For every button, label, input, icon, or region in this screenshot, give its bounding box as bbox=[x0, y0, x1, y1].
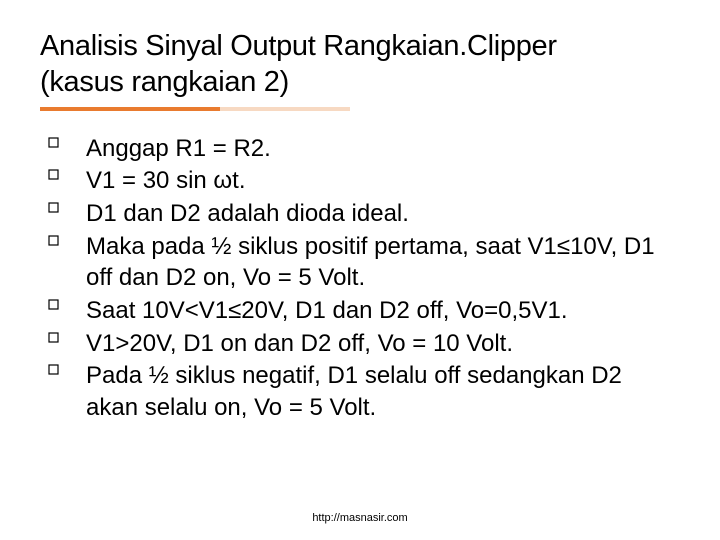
list-item: V1 = 30 sin ωt. bbox=[42, 165, 680, 197]
list-item: Pada ½ siklus negatif, D1 selalu off sed… bbox=[42, 360, 680, 423]
footer-url: http://masnasir.com bbox=[0, 512, 720, 524]
item-text: V1>20V, D1 on dan D2 off, Vo = 10 Volt. bbox=[86, 328, 680, 360]
list-item: Anggap R1 = R2. bbox=[42, 133, 680, 165]
square-bullet-icon bbox=[42, 231, 86, 246]
item-text: Maka pada ½ siklus positif pertama, saat… bbox=[86, 231, 680, 294]
title-line-1: Analisis Sinyal Output Rangkaian.Clipper bbox=[40, 30, 557, 62]
square-bullet-icon bbox=[42, 133, 86, 148]
list-item: Saat 10V<V1≤20V, D1 dan D2 off, Vo=0,5V1… bbox=[42, 295, 680, 327]
title-block: Analisis Sinyal Output Rangkaian.Clipper… bbox=[40, 28, 680, 111]
title-line-2: (kasus rangkaian 2) bbox=[40, 66, 289, 98]
bullet-list: Anggap R1 = R2. V1 = 30 sin ωt. D1 dan D… bbox=[40, 133, 680, 424]
item-text: Anggap R1 = R2. bbox=[86, 133, 680, 165]
square-bullet-icon bbox=[42, 295, 86, 310]
item-text: Pada ½ siklus negatif, D1 selalu off sed… bbox=[86, 360, 680, 423]
square-bullet-icon bbox=[42, 165, 86, 180]
list-item: D1 dan D2 adalah dioda ideal. bbox=[42, 198, 680, 230]
title-underline bbox=[40, 107, 350, 111]
square-bullet-icon bbox=[42, 198, 86, 213]
list-item: Maka pada ½ siklus positif pertama, saat… bbox=[42, 231, 680, 294]
item-text: V1 = 30 sin ωt. bbox=[86, 165, 680, 197]
slide-title: Analisis Sinyal Output Rangkaian.Clipper… bbox=[40, 28, 680, 101]
item-text: D1 dan D2 adalah dioda ideal. bbox=[86, 198, 680, 230]
item-text: Saat 10V<V1≤20V, D1 dan D2 off, Vo=0,5V1… bbox=[86, 295, 680, 327]
square-bullet-icon bbox=[42, 360, 86, 375]
list-item: V1>20V, D1 on dan D2 off, Vo = 10 Volt. bbox=[42, 328, 680, 360]
square-bullet-icon bbox=[42, 328, 86, 343]
